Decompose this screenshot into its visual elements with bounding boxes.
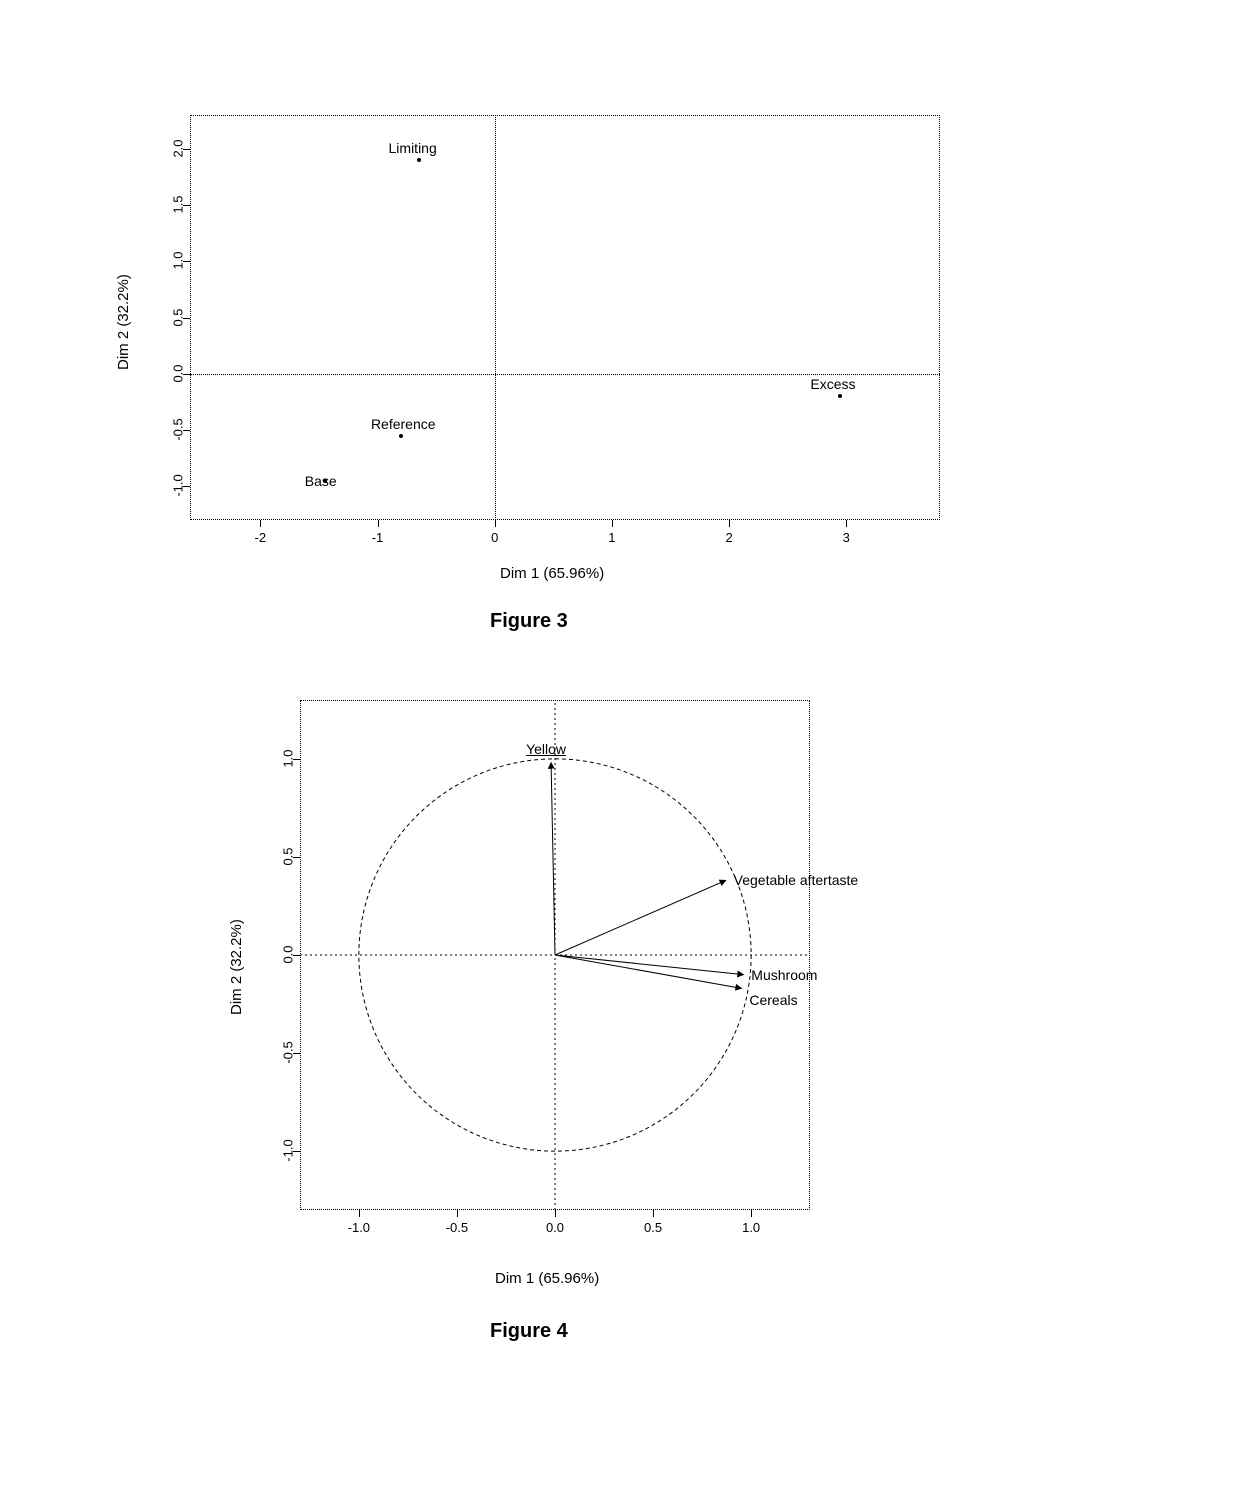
figure4-xtick-mark (457, 1210, 458, 1217)
figure3-xtick-label: -1 (363, 530, 393, 545)
figure3-xtick-mark (612, 520, 613, 527)
figure4-vector-label: Yellow (526, 741, 566, 757)
figure3-ytick-label: 0.0 (171, 358, 186, 388)
figure4-vector-label: Cereals (749, 992, 797, 1008)
figure3-xtick-mark (846, 520, 847, 527)
figure3-axis-hline (190, 374, 940, 375)
figure4-xtick-label: -0.5 (439, 1220, 475, 1235)
figure4-ylabel: Dim 2 (32.2%) (228, 919, 245, 1015)
figure3-xtick-mark (378, 520, 379, 527)
figure3-ytick-label: 1.5 (171, 190, 186, 220)
figure3-xtick-mark (495, 520, 496, 527)
figure3-axis-vline (495, 115, 496, 520)
figure4-xtick-mark (359, 1210, 360, 1217)
figure4-ytick-label: -0.5 (281, 1035, 296, 1071)
figure3-point-label: Limiting (389, 140, 437, 156)
figure3-xtick-label: 0 (480, 530, 510, 545)
figure3-caption: Figure 3 (490, 610, 568, 633)
figure4-xlabel: Dim 1 (65.96%) (495, 1270, 599, 1287)
figure4-ytick-label: -1.0 (281, 1133, 296, 1169)
figure4-ytick-label: 0.0 (281, 937, 296, 973)
figure4-vector-arrow (551, 763, 555, 955)
figure4-ytick-label: 0.5 (281, 838, 296, 874)
figure4-vector-label: Vegetable aftertaste (734, 872, 859, 888)
figure3-point-label: Base (305, 473, 337, 489)
figure4-xtick-label: -1.0 (341, 1220, 377, 1235)
figure4-vector-label: Mushroom (751, 967, 817, 983)
figure4-ytick-label: 1.0 (281, 740, 296, 776)
figure3-ytick-label: 2.0 (171, 133, 186, 163)
figure4-xtick-label: 1.0 (733, 1220, 769, 1235)
figure3-xtick-label: 3 (831, 530, 861, 545)
figure4-vector-arrow (555, 880, 726, 955)
figure3-xtick-label: 1 (597, 530, 627, 545)
figure3-point-label: Reference (371, 416, 436, 432)
figure3-ytick-label: -0.5 (171, 415, 186, 445)
figure4-biplot-svg (300, 700, 810, 1210)
page: -2 -1 0 1 2 3 -1.0 -0.5 0.0 0.5 1.0 1.5 2.0 Limiting… (0, 0, 1240, 1489)
figure3-xlabel: Dim 1 (65.96%) (500, 565, 604, 582)
figure3-ylabel: Dim 2 (32.2%) (115, 274, 132, 370)
figure3-xtick-mark (260, 520, 261, 527)
figure3-point (399, 434, 403, 438)
figure4-xtick-mark (653, 1210, 654, 1217)
figure3-point (417, 158, 421, 162)
figure3-xtick-label: 2 (714, 530, 744, 545)
figure4-caption: Figure 4 (490, 1320, 568, 1343)
figure3-xtick-label: -2 (245, 530, 275, 545)
figure3-xtick-mark (729, 520, 730, 527)
figure4-xtick-label: 0.0 (537, 1220, 573, 1235)
figure3-plot-frame (190, 115, 940, 520)
figure3-point-label: Excess (810, 376, 855, 392)
figure3-ytick-label: 1.0 (171, 246, 186, 276)
figure4-xtick-mark (555, 1210, 556, 1217)
figure4-xtick-mark (751, 1210, 752, 1217)
figure3-ytick-label: 0.5 (171, 302, 186, 332)
figure3-ytick-label: -1.0 (171, 471, 186, 501)
figure4-xtick-label: 0.5 (635, 1220, 671, 1235)
